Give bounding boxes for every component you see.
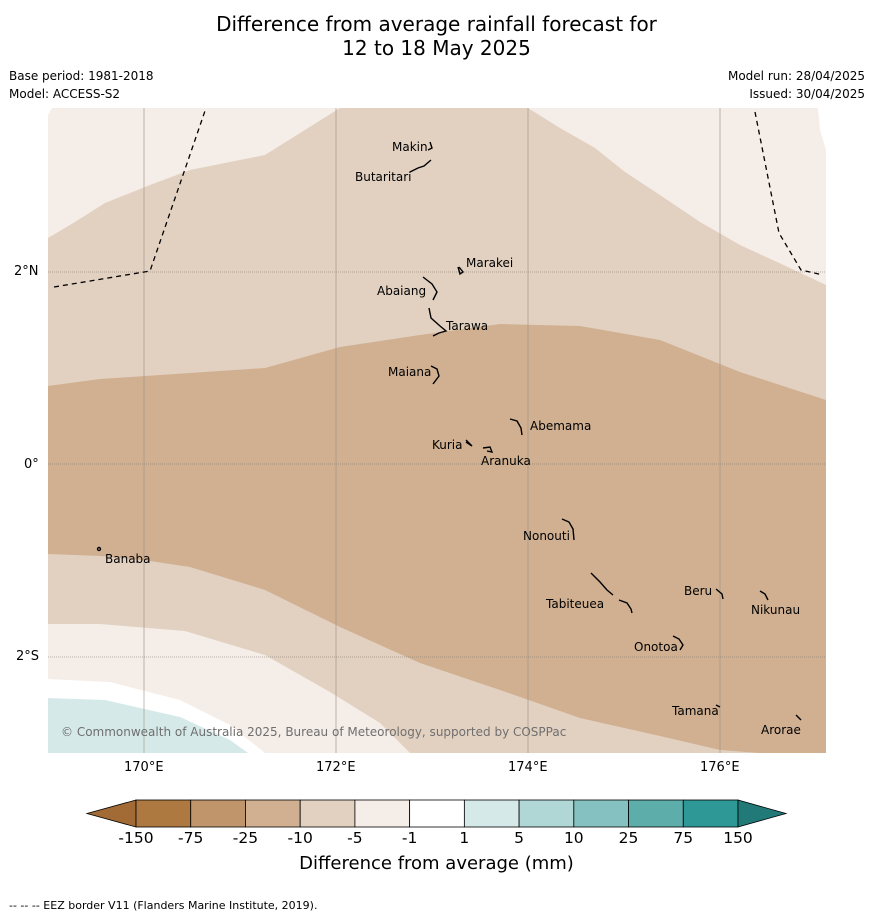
title-line-2: 12 to 18 May 2025: [342, 36, 531, 60]
eez-legend-note: -- -- -- EEZ border V11 (Flanders Marine…: [9, 899, 318, 912]
colorbar: [85, 799, 788, 828]
colorbar-segment: [628, 799, 684, 828]
colorbar-segment: [463, 799, 520, 828]
colorbar-segment: [409, 799, 465, 828]
colorbar-segment: [190, 799, 246, 828]
colorbar-segment: [354, 799, 411, 828]
colorbar-segment: [573, 799, 629, 828]
base-period: Base period: 1981-2018: [9, 69, 154, 83]
place-arorae: Arorae: [761, 723, 801, 737]
islands: [96, 141, 802, 721]
place-kuria: Kuria: [432, 438, 463, 452]
band-1-to-5: [48, 698, 248, 753]
model-run: Model run: 28/04/2025: [727, 69, 865, 83]
eez-border: [53, 107, 824, 288]
colorbar-label: -150: [118, 829, 154, 847]
lat-tick-0: 0°: [24, 457, 39, 472]
colorbar-label: -1: [401, 829, 418, 847]
place-marakei: Marakei: [466, 256, 513, 270]
colorbar-label: -75: [178, 829, 204, 847]
colorbar-label: 1: [459, 829, 470, 847]
place-abaiang: Abaiang: [377, 284, 426, 298]
map-title: Difference from average rainfall forecas…: [0, 12, 873, 60]
issued-date: Issued: 30/04/2025: [749, 87, 865, 101]
colorbar-label: -10: [287, 829, 313, 847]
colorbar-arrow-high: [737, 799, 788, 828]
model-name: Model: ACCESS-S2: [9, 87, 121, 101]
colorbar-segment: [299, 799, 356, 828]
colorbar-label: 150: [723, 829, 753, 847]
lat-tick-2n: 2°N: [14, 264, 39, 279]
place-butaritari: Butaritari: [355, 170, 412, 184]
place-abemama: Abemama: [530, 419, 591, 433]
colorbar-title: Difference from average (mm): [299, 853, 574, 874]
colorbar-label: -25: [232, 829, 259, 847]
colorbar-label: 25: [618, 829, 639, 847]
place-nikunau: Nikunau: [751, 603, 800, 617]
colorbar-label: 10: [563, 829, 584, 847]
place-labels: Makin Butaritari Marakei Abaiang Tarawa …: [105, 140, 801, 737]
lat-tick-2s: 2°S: [16, 649, 40, 664]
colorbar-label: 75: [673, 829, 694, 847]
place-aranuka: Aranuka: [481, 454, 531, 468]
place-makin: Makin: [392, 140, 428, 154]
lon-tick-172e: 172°E: [316, 760, 356, 775]
colorbar-segment: [135, 799, 192, 828]
place-beru: Beru: [684, 584, 712, 598]
place-maiana: Maiana: [388, 365, 431, 379]
place-nonouti: Nonouti: [523, 529, 570, 543]
lon-tick-176e: 176°E: [700, 760, 740, 775]
meta-left: Base period: 1981-2018 Model: ACCESS-S2: [9, 67, 154, 103]
place-tabiteuea: Tabiteuea: [545, 597, 604, 611]
meta-right: Model run: 28/04/2025 Issued: 30/04/2025: [728, 67, 865, 103]
place-banaba: Banaba: [105, 552, 151, 566]
colorbar-label: -5: [347, 829, 363, 847]
colorbar-label: 5: [514, 829, 525, 847]
lon-tick-170e: 170°E: [124, 760, 164, 775]
grid: [48, 108, 826, 753]
colorbar-segment: [682, 799, 739, 828]
colorbar-arrow-low: [85, 799, 137, 828]
place-tarawa: Tarawa: [445, 319, 488, 333]
title-line-1: Difference from average rainfall forecas…: [216, 12, 657, 36]
copyright-notice: © Commonwealth of Australia 2025, Bureau…: [61, 725, 566, 739]
place-tamana: Tamana: [671, 704, 719, 718]
rainfall-anomaly-field: [48, 108, 826, 753]
place-onotoa: Onotoa: [634, 640, 678, 654]
colorbar-segment: [518, 799, 575, 828]
lon-tick-174e: 174°E: [508, 760, 548, 775]
colorbar-segment: [245, 799, 301, 828]
